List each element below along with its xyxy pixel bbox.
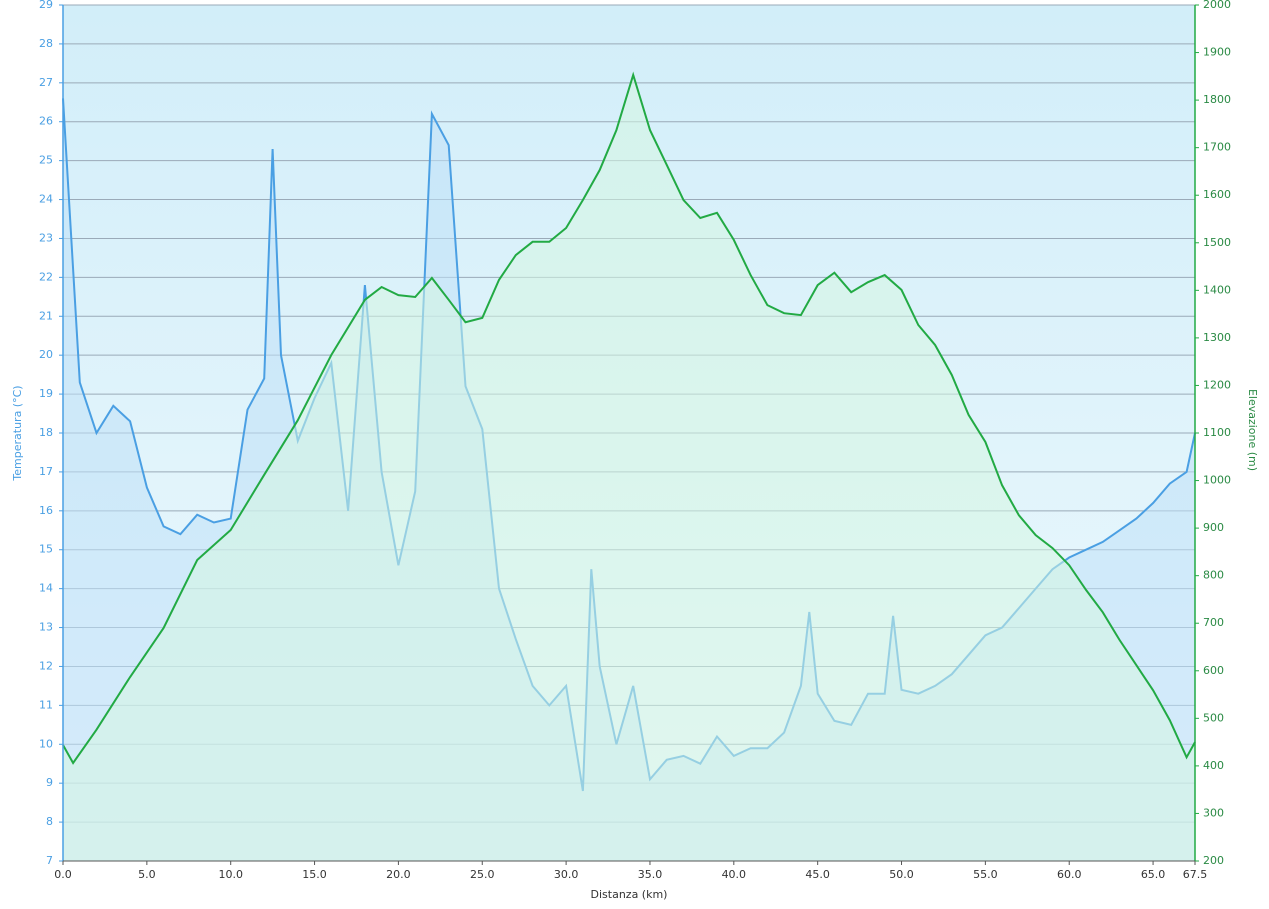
y2-axis-label: Elevazione (m) — [1246, 389, 1259, 471]
y-tick-label: 21 — [39, 309, 53, 322]
x-tick-label: 35.0 — [638, 868, 663, 881]
x-tick-label: 0.0 — [54, 868, 72, 881]
y-tick-label: 22 — [39, 270, 53, 283]
y2-tick-label: 600 — [1203, 664, 1224, 677]
y-tick-label: 13 — [39, 621, 53, 634]
y-tick-label: 11 — [39, 698, 53, 711]
y2-tick-label: 1600 — [1203, 188, 1231, 201]
y-tick-label: 19 — [39, 387, 53, 400]
y-tick-label: 18 — [39, 426, 53, 439]
y-tick-label: 12 — [39, 659, 53, 672]
y-tick-label: 8 — [46, 815, 53, 828]
y-tick-label: 7 — [46, 854, 53, 867]
x-axis-label: Distanza (km) — [591, 888, 668, 901]
y-tick-label: 14 — [39, 582, 53, 595]
x-tick-label: 50.0 — [889, 868, 914, 881]
y-tick-label: 10 — [39, 737, 53, 750]
y-tick-label: 25 — [39, 154, 53, 167]
y-tick-label: 24 — [39, 193, 53, 206]
y2-tick-label: 500 — [1203, 711, 1224, 724]
y2-tick-label: 1000 — [1203, 474, 1231, 487]
y-tick-label: 16 — [39, 504, 53, 517]
x-tick-label: 10.0 — [218, 868, 243, 881]
x-tick-label: 25.0 — [470, 868, 495, 881]
y2-tick-label: 1400 — [1203, 283, 1231, 296]
y-tick-label: 29 — [39, 0, 53, 11]
y2-tick-label: 200 — [1203, 854, 1224, 867]
y2-tick-label: 700 — [1203, 616, 1224, 629]
y-tick-label: 9 — [46, 776, 53, 789]
x-tick-label: 20.0 — [386, 868, 411, 881]
y2-tick-label: 1200 — [1203, 378, 1231, 391]
y2-tick-label: 1800 — [1203, 93, 1231, 106]
x-tick-label: 67.5 — [1183, 868, 1208, 881]
x-tick-label: 60.0 — [1057, 868, 1082, 881]
y2-tick-label: 2000 — [1203, 0, 1231, 11]
x-tick-label: 45.0 — [805, 868, 830, 881]
x-tick-label: 5.0 — [138, 868, 156, 881]
y-tick-label: 28 — [39, 37, 53, 50]
y-tick-label: 26 — [39, 115, 53, 128]
area — [63, 74, 1195, 861]
plot-layer — [62, 4, 1196, 862]
y2-tick-label: 1500 — [1203, 236, 1231, 249]
y2-tick-label: 900 — [1203, 521, 1224, 534]
x-tick-label: 55.0 — [973, 868, 998, 881]
x-tick-label: 15.0 — [302, 868, 327, 881]
x-tick-label: 65.0 — [1141, 868, 1166, 881]
x-tick-label: 30.0 — [554, 868, 579, 881]
y2-tick-label: 800 — [1203, 569, 1224, 582]
y2-tick-label: 1900 — [1203, 46, 1231, 59]
y2-tick-label: 400 — [1203, 759, 1224, 772]
y2-tick-label: 300 — [1203, 806, 1224, 819]
y-tick-label: 17 — [39, 465, 53, 478]
y-tick-label: 27 — [39, 76, 53, 89]
y2-tick-label: 1700 — [1203, 141, 1231, 154]
y2-tick-label: 1100 — [1203, 426, 1231, 439]
y2-tick-label: 1300 — [1203, 331, 1231, 344]
y-axis-label: Temperatura (°C) — [11, 385, 24, 481]
y-tick-label: 15 — [39, 543, 53, 556]
y-tick-label: 23 — [39, 231, 53, 244]
x-tick-label: 40.0 — [722, 868, 747, 881]
y-tick-label: 20 — [39, 348, 53, 361]
series-line — [62, 71, 1196, 765]
